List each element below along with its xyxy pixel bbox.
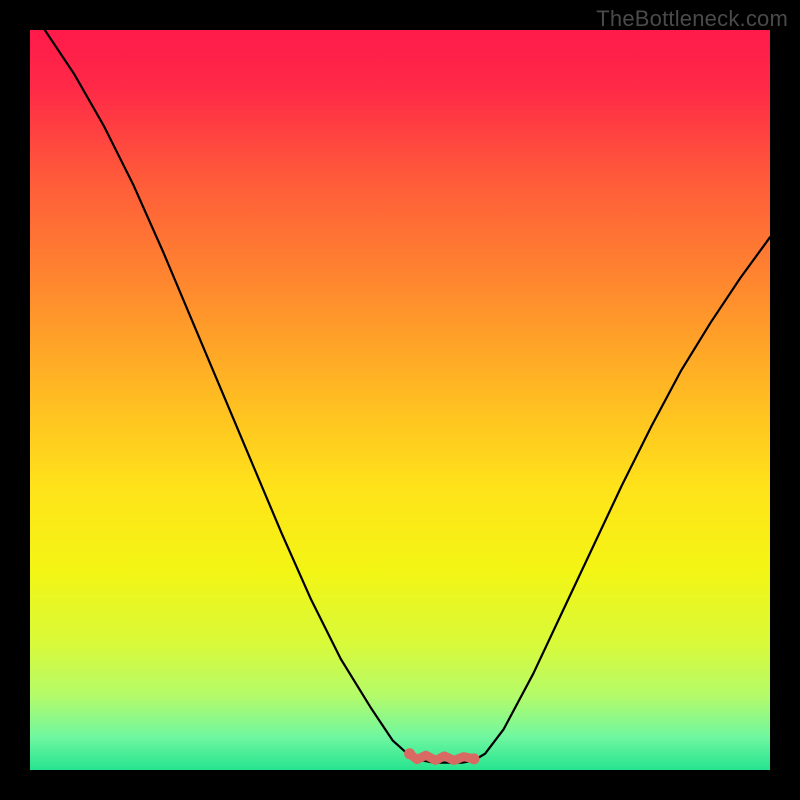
chart-background xyxy=(30,30,770,770)
watermark-text: TheBottleneck.com xyxy=(596,6,788,32)
chart-container: TheBottleneck.com xyxy=(0,0,800,800)
bottleneck-chart xyxy=(0,0,800,800)
